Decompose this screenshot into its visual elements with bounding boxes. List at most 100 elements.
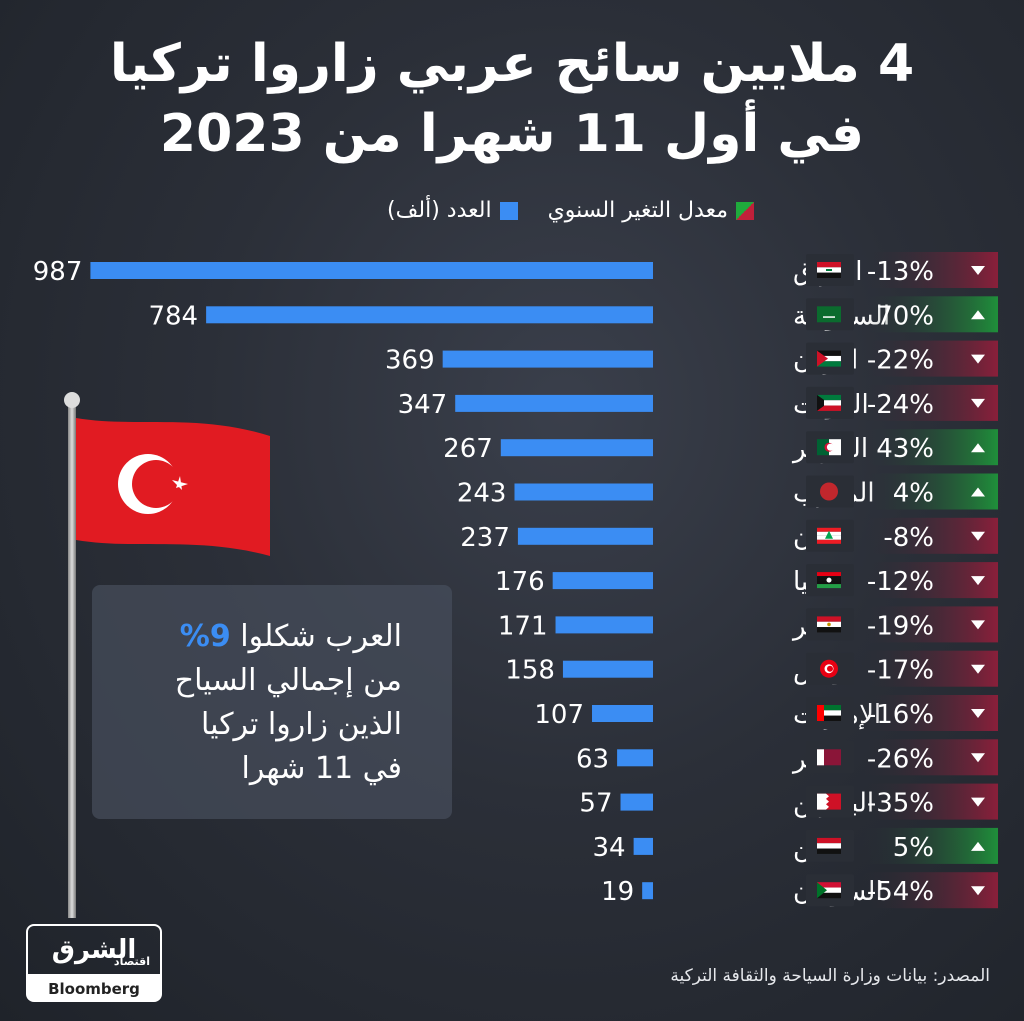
flag-icon-kuwait bbox=[817, 394, 841, 411]
bar bbox=[642, 882, 653, 900]
flag-icon-sudan bbox=[817, 882, 841, 899]
logo-main: الشرق اقتصاد bbox=[26, 924, 162, 976]
info-line2: من إجمالي السياح bbox=[174, 663, 402, 698]
change-label: -13% bbox=[867, 257, 934, 287]
flag-icon-bahrain bbox=[817, 793, 841, 810]
info-line4: في 11 شهرا bbox=[241, 751, 402, 786]
change-label: 43% bbox=[876, 434, 934, 464]
info-line3: الذين زاروا تركيا bbox=[201, 707, 402, 742]
bar bbox=[206, 306, 653, 324]
bar-value-label: 63 bbox=[576, 744, 609, 774]
bar bbox=[90, 262, 653, 279]
bar bbox=[552, 572, 653, 590]
flag-icon-morocco bbox=[820, 482, 838, 501]
down-arrow-icon bbox=[971, 620, 985, 630]
bar-value-label: 158 bbox=[505, 656, 555, 686]
bar-value-label: 57 bbox=[579, 789, 612, 819]
legend: معدل التغير السنوي العدد (ألف) bbox=[387, 198, 754, 223]
bar-value-label: 347 bbox=[398, 390, 448, 420]
change-label: 70% bbox=[876, 301, 934, 331]
info-line1: العرب شكلوا 9% bbox=[92, 615, 402, 659]
bar-value-label: 369 bbox=[385, 346, 435, 376]
bar bbox=[562, 660, 653, 678]
legend-item-count: العدد (ألف) bbox=[387, 198, 518, 223]
source-note: المصدر: بيانات وزارة السياحة والثقافة ال… bbox=[670, 966, 990, 986]
change-label: -12% bbox=[867, 567, 934, 597]
bar-value-label: 107 bbox=[534, 700, 584, 730]
bar-value-label: 176 bbox=[495, 567, 545, 597]
change-label: 5% bbox=[893, 833, 934, 863]
flag-icon-jordan bbox=[817, 350, 841, 367]
down-arrow-icon bbox=[971, 266, 985, 275]
flagpole-finial bbox=[64, 392, 80, 408]
bar-value-label: 243 bbox=[457, 479, 507, 509]
down-arrow-icon bbox=[971, 709, 985, 718]
down-arrow-icon bbox=[971, 531, 985, 541]
bar-value-label: 19 bbox=[601, 877, 634, 907]
flag-icon-lebanon bbox=[817, 527, 841, 544]
chart-title-line1: 4 ملايين سائح عربي زاروا تركيا bbox=[109, 34, 915, 94]
legend-rate-swatch bbox=[736, 201, 754, 220]
bar bbox=[500, 439, 653, 457]
asharq-logo: الشرق اقتصاد Bloomberg bbox=[26, 924, 162, 1002]
legend-count-label: العدد (ألف) bbox=[387, 198, 492, 223]
flag-icon-saudi bbox=[817, 306, 841, 323]
info-box: العرب شكلوا 9% من إجمالي السياح الذين زا… bbox=[92, 585, 452, 819]
flagpole bbox=[68, 398, 76, 918]
bar-value-label: 267 bbox=[443, 434, 493, 464]
turkey-flag bbox=[76, 418, 270, 556]
change-label: -8% bbox=[883, 523, 934, 553]
bar bbox=[517, 527, 653, 545]
change-label: -35% bbox=[867, 789, 934, 819]
down-arrow-icon bbox=[971, 797, 985, 807]
info-pct: 9% bbox=[179, 619, 231, 654]
change-label: -22% bbox=[867, 346, 934, 376]
flag-icon-uae bbox=[817, 705, 841, 721]
bar-value-label: 171 bbox=[498, 611, 548, 641]
down-arrow-icon bbox=[971, 398, 985, 408]
up-arrow-icon bbox=[971, 310, 985, 320]
bar-value-label: 237 bbox=[460, 523, 510, 553]
bar bbox=[514, 483, 653, 501]
flag-icon-qatar bbox=[817, 749, 841, 766]
flag-icon-algeria bbox=[817, 439, 841, 456]
info-line1-prefix: العرب شكلوا bbox=[240, 619, 402, 654]
change-label: -19% bbox=[867, 611, 934, 641]
bar bbox=[442, 350, 653, 368]
legend-rate-label: معدل التغير السنوي bbox=[547, 198, 728, 223]
change-label: -16% bbox=[867, 700, 934, 730]
down-arrow-icon bbox=[971, 664, 985, 674]
bar bbox=[455, 394, 653, 412]
down-arrow-icon bbox=[971, 753, 985, 763]
up-arrow-icon bbox=[971, 841, 985, 851]
flag-icon-libya bbox=[817, 572, 841, 589]
flag-icon-iraq bbox=[817, 262, 841, 278]
change-label: -24% bbox=[867, 390, 934, 420]
flag-icon-egypt bbox=[817, 616, 841, 633]
change-label: 4% bbox=[893, 479, 934, 509]
logo-bloomberg: Bloomberg bbox=[26, 976, 162, 1002]
flag-icon-yemen bbox=[817, 837, 841, 854]
bar bbox=[592, 705, 653, 722]
flag-icon-tunisia bbox=[820, 659, 838, 678]
legend-count-swatch bbox=[499, 201, 518, 220]
up-arrow-icon bbox=[971, 487, 985, 497]
bar-value-label: 784 bbox=[148, 301, 198, 331]
change-label: -54% bbox=[867, 877, 934, 907]
bar-value-label: 34 bbox=[593, 833, 626, 863]
bar bbox=[633, 837, 653, 855]
logo-sub: اقتصاد bbox=[113, 955, 150, 968]
bar bbox=[620, 793, 653, 811]
legend-item-rate: معدل التغير السنوي bbox=[548, 198, 754, 223]
chart-title-line2: في أول 11 شهرا من 2023 bbox=[159, 104, 865, 164]
bar-value-label: 987 bbox=[33, 257, 83, 287]
up-arrow-icon bbox=[971, 443, 985, 453]
down-arrow-icon bbox=[971, 576, 985, 586]
bar bbox=[555, 616, 653, 634]
change-label: -26% bbox=[867, 744, 934, 774]
down-arrow-icon bbox=[971, 354, 985, 364]
bar bbox=[617, 749, 653, 767]
down-arrow-icon bbox=[971, 886, 985, 896]
change-label: -17% bbox=[867, 656, 934, 686]
